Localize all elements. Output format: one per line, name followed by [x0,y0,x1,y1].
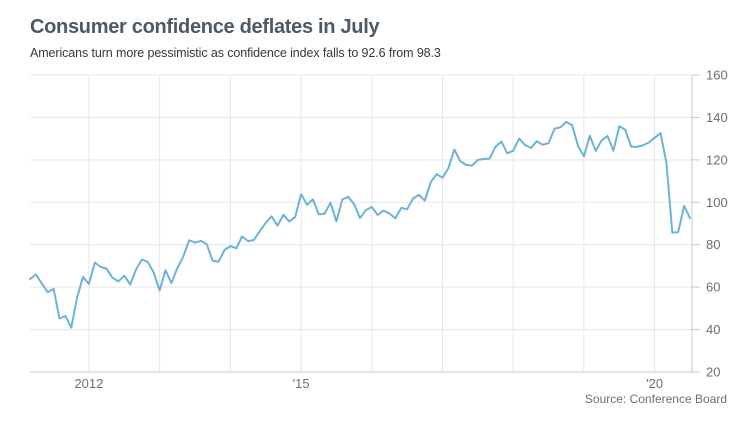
confidence-line [29,120,691,329]
x-tick-labels: 2012 '15 '20 [74,376,663,391]
svg-text:20: 20 [706,365,720,380]
y-tick-labels: 20 40 60 80 100 120 140 160 [706,68,728,380]
svg-text:80: 80 [706,237,720,252]
svg-text:120: 120 [706,152,728,167]
axis-lines [30,75,693,373]
svg-text:'20: '20 [646,376,663,391]
vertical-gridlines [88,75,656,372]
svg-text:60: 60 [706,280,720,295]
svg-text:40: 40 [706,322,720,337]
svg-text:'15: '15 [293,376,310,391]
svg-text:140: 140 [706,110,728,125]
svg-text:100: 100 [706,195,728,210]
source-label: Source: Conference Board [584,392,727,406]
y-axis-ticks [692,74,700,373]
svg-text:2012: 2012 [74,376,103,391]
chart-title: Consumer confidence deflates in July [30,16,380,38]
horizontal-gridlines [30,74,692,331]
chart-subtitle: Americans turn more pessimistic as confi… [30,46,441,60]
svg-text:160: 160 [706,68,728,83]
